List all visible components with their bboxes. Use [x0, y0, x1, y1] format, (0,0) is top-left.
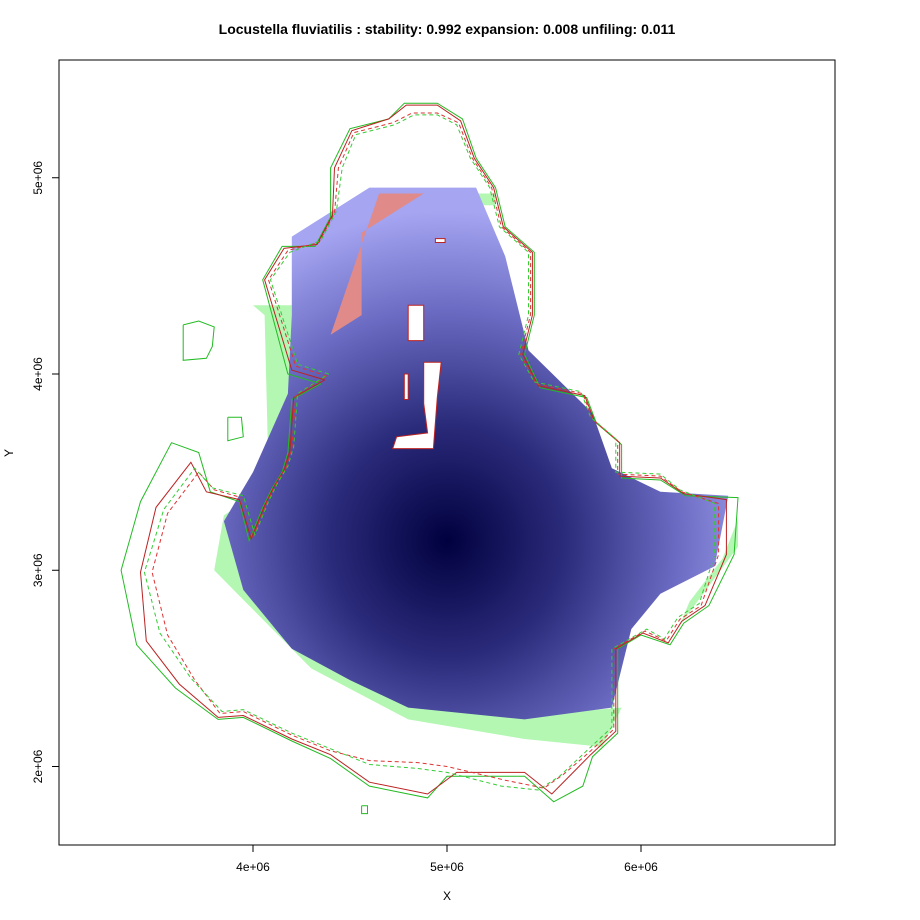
- x-tick-label: 4e+06: [236, 860, 270, 874]
- hole-outline-4: [434, 238, 446, 243]
- contour-green-isle-nw: [182, 320, 215, 361]
- chart-title: Locustella fluviatilis : stability: 0.99…: [218, 21, 676, 37]
- hole-outline-1: [407, 304, 425, 342]
- contour-green-isle-w: [227, 416, 244, 442]
- expansion-region: [330, 193, 424, 335]
- unfiling-region-east: [679, 519, 738, 626]
- y-tick-label: 4e+06: [31, 357, 45, 391]
- contour-dashed-green: [143, 114, 716, 791]
- y-tick-label: 2e+06: [31, 749, 45, 783]
- contour-outer-solid-green: [120, 102, 739, 803]
- contour-green-isle-s: [361, 805, 368, 815]
- contour-inner-solid-red: [139, 104, 727, 795]
- x-tick-label: 5e+06: [430, 860, 464, 874]
- x-axis-label: X: [442, 889, 451, 903]
- hole-4: [435, 238, 446, 243]
- hole-outline-2: [392, 361, 442, 450]
- contour-dashed-red: [151, 112, 720, 789]
- y-axis-label: Y: [2, 449, 16, 458]
- x-tick-label: 6e+06: [624, 860, 658, 874]
- hole-outline-3: [403, 373, 409, 400]
- stability-region: [223, 187, 729, 720]
- y-tick-label: 5e+06: [31, 161, 45, 195]
- hole-1: [408, 305, 424, 341]
- hole-3: [404, 374, 409, 400]
- y-tick-label: 3e+06: [31, 553, 45, 587]
- hole-2: [392, 362, 442, 449]
